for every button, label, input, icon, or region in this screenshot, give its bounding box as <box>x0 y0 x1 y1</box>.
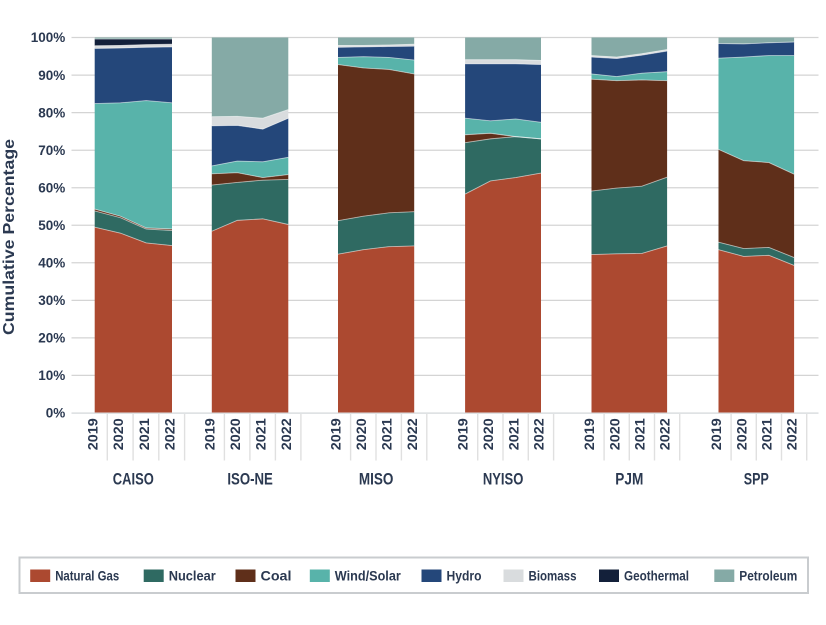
svg-text:70%: 70% <box>38 143 65 158</box>
svg-text:2022: 2022 <box>279 418 294 450</box>
svg-text:PJM: PJM <box>615 470 643 489</box>
svg-text:CAISO: CAISO <box>113 470 154 489</box>
svg-text:Wind/Solar: Wind/Solar <box>335 569 402 584</box>
svg-text:Cumulative Percentage: Cumulative Percentage <box>1 139 18 335</box>
svg-text:2019: 2019 <box>582 418 597 450</box>
svg-text:10%: 10% <box>38 368 65 383</box>
svg-text:Geothermal: Geothermal <box>624 569 689 584</box>
svg-text:2022: 2022 <box>532 418 547 450</box>
svg-text:0%: 0% <box>46 406 66 421</box>
svg-text:2019: 2019 <box>709 418 724 450</box>
svg-text:60%: 60% <box>38 180 65 195</box>
svg-text:2020: 2020 <box>481 418 496 450</box>
svg-text:NYISO: NYISO <box>483 470 524 489</box>
svg-text:40%: 40% <box>38 256 65 271</box>
svg-text:Natural Gas: Natural Gas <box>55 569 119 584</box>
svg-text:2021: 2021 <box>506 418 521 451</box>
svg-text:2022: 2022 <box>785 418 800 450</box>
svg-text:Hydro: Hydro <box>447 569 482 584</box>
svg-text:2021: 2021 <box>760 418 775 451</box>
svg-text:90%: 90% <box>38 68 65 83</box>
svg-text:MISO: MISO <box>359 470 394 489</box>
svg-text:2020: 2020 <box>607 418 622 450</box>
svg-text:Petroleum: Petroleum <box>739 569 797 584</box>
svg-text:2022: 2022 <box>163 418 178 450</box>
svg-text:2020: 2020 <box>111 418 126 450</box>
svg-text:Nuclear: Nuclear <box>169 569 217 584</box>
svg-text:100%: 100% <box>31 30 66 45</box>
svg-text:2020: 2020 <box>228 418 243 450</box>
svg-text:30%: 30% <box>38 293 65 308</box>
svg-text:ISO-NE: ISO-NE <box>227 470 273 489</box>
svg-text:2021: 2021 <box>379 418 394 451</box>
svg-text:2021: 2021 <box>137 418 152 451</box>
svg-text:50%: 50% <box>38 218 65 233</box>
svg-text:2021: 2021 <box>633 418 648 451</box>
svg-text:2019: 2019 <box>85 418 100 450</box>
svg-text:2019: 2019 <box>456 418 471 450</box>
svg-text:2019: 2019 <box>202 418 217 450</box>
svg-text:Coal: Coal <box>261 569 292 584</box>
svg-text:2020: 2020 <box>734 418 749 450</box>
svg-text:80%: 80% <box>38 105 65 120</box>
svg-text:2022: 2022 <box>405 418 420 450</box>
svg-text:20%: 20% <box>38 331 65 346</box>
svg-text:2019: 2019 <box>329 418 344 450</box>
svg-text:SPP: SPP <box>744 470 769 489</box>
svg-text:2020: 2020 <box>354 418 369 450</box>
svg-text:2022: 2022 <box>658 418 673 450</box>
svg-text:Biomass: Biomass <box>529 569 577 584</box>
svg-text:2021: 2021 <box>253 418 268 451</box>
